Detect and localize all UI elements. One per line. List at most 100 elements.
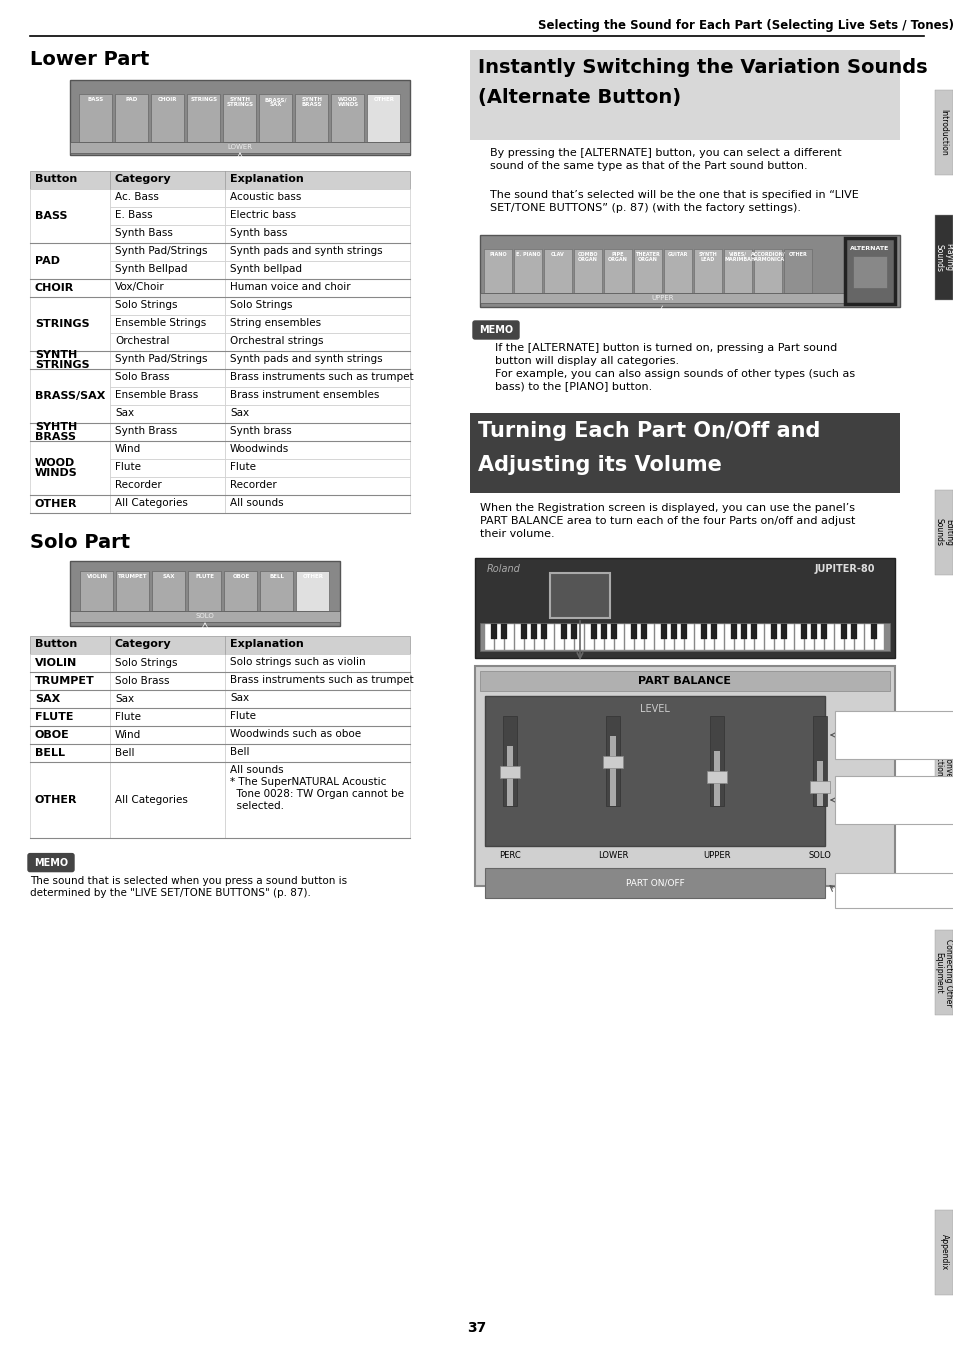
- Bar: [110, 707, 225, 726]
- Text: Explanation: Explanation: [230, 174, 303, 184]
- Bar: [225, 387, 410, 405]
- Bar: [79, 95, 112, 142]
- Bar: [30, 744, 110, 761]
- Text: Sax: Sax: [115, 694, 134, 703]
- Text: Turn each Part
on/off.: Turn each Part on/off.: [840, 879, 913, 902]
- Bar: [521, 624, 526, 639]
- Text: If the [ALTERNATE] button is turned on, pressing a Part sound
button will displa: If the [ALTERNATE] button is turned on, …: [495, 343, 854, 391]
- Bar: [110, 279, 225, 297]
- Text: When the Registration screen is displayed, you can use the panel’s
PART BALANCE : When the Registration screen is displaye…: [479, 504, 855, 539]
- Bar: [30, 672, 110, 690]
- Text: OBOE: OBOE: [233, 574, 250, 579]
- Bar: [225, 707, 410, 726]
- Bar: [110, 297, 225, 315]
- Bar: [30, 369, 110, 423]
- Bar: [70, 612, 339, 622]
- Bar: [110, 495, 225, 513]
- Bar: [834, 711, 953, 759]
- Text: WOOD
WINDS: WOOD WINDS: [35, 458, 77, 478]
- Bar: [30, 653, 110, 672]
- Bar: [671, 624, 677, 639]
- Text: Bell: Bell: [115, 748, 134, 757]
- Bar: [874, 624, 883, 649]
- Text: PERC: PERC: [498, 850, 520, 860]
- Text: Brass instruments such as trumpet: Brass instruments such as trumpet: [230, 373, 414, 382]
- Text: Woodwinds such as oboe: Woodwinds such as oboe: [230, 729, 361, 738]
- Text: LOWER: LOWER: [598, 850, 628, 860]
- Text: BASS: BASS: [35, 211, 68, 221]
- Text: ALTERNATE: ALTERNATE: [849, 246, 889, 251]
- Bar: [774, 624, 783, 649]
- Bar: [834, 873, 953, 909]
- Text: Use the sliders to
adjust the volume of
each Part.: Use the sliders to adjust the volume of …: [840, 717, 947, 752]
- Text: All sounds: All sounds: [230, 498, 283, 508]
- Text: Flute: Flute: [115, 462, 141, 472]
- Bar: [731, 624, 737, 639]
- Bar: [110, 369, 225, 387]
- Bar: [110, 459, 225, 477]
- Text: FLUTE: FLUTE: [195, 574, 214, 579]
- Text: Button: Button: [35, 639, 77, 649]
- Bar: [479, 235, 899, 306]
- Bar: [331, 95, 364, 142]
- Bar: [564, 624, 574, 649]
- Bar: [764, 624, 774, 649]
- Bar: [110, 690, 225, 707]
- Bar: [864, 624, 874, 649]
- Text: SYHTH
BRASS: SYHTH BRASS: [35, 423, 77, 441]
- Text: String ensembles: String ensembles: [230, 319, 321, 328]
- Bar: [110, 207, 225, 225]
- Text: THEATER
ORGAN: THEATER ORGAN: [635, 252, 659, 262]
- Bar: [706, 771, 726, 783]
- Bar: [30, 351, 110, 369]
- Text: COMBO
ORGAN: COMBO ORGAN: [578, 252, 598, 262]
- Text: LOWER: LOWER: [227, 144, 253, 150]
- Text: OTHER: OTHER: [35, 500, 77, 509]
- Text: Other Convenient
Functions: Other Convenient Functions: [934, 729, 952, 796]
- Bar: [753, 248, 781, 293]
- Text: UPPER: UPPER: [702, 850, 730, 860]
- Bar: [189, 571, 221, 612]
- Text: Solo Brass: Solo Brass: [115, 373, 170, 382]
- Bar: [550, 572, 609, 618]
- Bar: [110, 405, 225, 423]
- Bar: [660, 624, 666, 639]
- Text: PART BALANCE: PART BALANCE: [638, 676, 731, 686]
- Bar: [502, 716, 517, 806]
- Bar: [711, 624, 717, 639]
- Bar: [571, 624, 577, 639]
- Bar: [484, 624, 494, 649]
- Text: Orchestral: Orchestral: [115, 336, 170, 346]
- Text: All Categories: All Categories: [115, 498, 188, 508]
- Bar: [584, 624, 594, 649]
- Text: Brass instruments such as trumpet: Brass instruments such as trumpet: [230, 675, 414, 684]
- Text: TRUMPET: TRUMPET: [35, 676, 94, 686]
- Bar: [491, 624, 497, 639]
- Bar: [535, 624, 544, 649]
- Bar: [30, 495, 110, 513]
- Text: OTHER: OTHER: [374, 97, 395, 103]
- Text: Introduction: Introduction: [939, 109, 947, 155]
- Text: Roland: Roland: [486, 564, 520, 574]
- Text: JUPITER-80: JUPITER-80: [814, 564, 874, 574]
- Text: SYNTH
STRINGS: SYNTH STRINGS: [35, 350, 90, 370]
- Text: BELL: BELL: [269, 574, 284, 579]
- Bar: [684, 624, 694, 649]
- Text: The sound that’s selected will be the one that is specified in “LIVE
SET/TONE BU: The sound that’s selected will be the on…: [490, 190, 858, 213]
- Bar: [713, 751, 719, 806]
- Bar: [30, 279, 110, 297]
- Bar: [591, 624, 597, 639]
- Bar: [615, 624, 624, 649]
- Bar: [841, 624, 846, 639]
- Bar: [606, 716, 619, 806]
- Bar: [479, 671, 889, 691]
- Bar: [70, 80, 410, 155]
- Text: Flute: Flute: [230, 711, 255, 721]
- Bar: [700, 624, 706, 639]
- Bar: [110, 726, 225, 744]
- FancyBboxPatch shape: [473, 321, 518, 339]
- Bar: [475, 558, 894, 657]
- Bar: [704, 624, 714, 649]
- Bar: [110, 261, 225, 279]
- Bar: [809, 782, 829, 792]
